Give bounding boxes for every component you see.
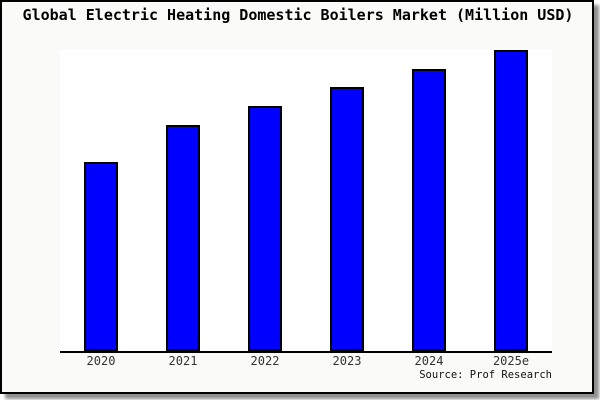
x-axis-line: [60, 351, 552, 353]
plot-area: [60, 50, 552, 351]
chart-title: Global Electric Heating Domestic Boilers…: [22, 6, 574, 24]
bar-2020: [84, 162, 118, 351]
bar-slot-2023: [306, 50, 388, 351]
bar-slot-2025e: [470, 50, 552, 351]
x-tick-label-2021: 2021: [168, 354, 198, 368]
bar-slot-2021: [142, 50, 224, 351]
x-tick-label-2020: 2020: [86, 354, 116, 368]
x-tick-label-2023: 2023: [332, 354, 362, 368]
x-axis-tick-row: 2020 2021 2022 2023 2024 2025e: [60, 354, 552, 368]
bar-slot-2022: [224, 50, 306, 351]
bar-slot-2020: [60, 50, 142, 351]
x-tick-label-2025e: 2025e: [492, 354, 530, 368]
source-note: Source: Prof Research: [419, 369, 552, 381]
bar-2025e: [494, 50, 528, 351]
x-tick-label-2024: 2024: [414, 354, 444, 368]
x-tick-label-2022: 2022: [250, 354, 280, 368]
bar-2024: [412, 69, 446, 351]
bar-2021: [166, 125, 200, 351]
bar-2023: [330, 87, 364, 351]
bar-slot-2024: [388, 50, 470, 351]
bar-2022: [248, 106, 282, 351]
